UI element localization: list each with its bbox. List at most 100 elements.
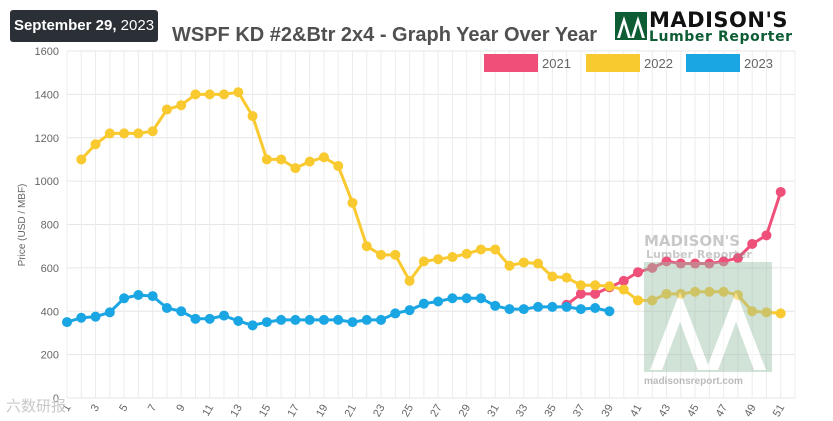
data-point [433,296,444,307]
legend-swatch [484,54,538,72]
data-point [119,128,130,139]
series-group [62,87,786,331]
legend-item-2021[interactable]: 2021 [484,54,571,72]
data-point [647,262,658,273]
x-tick-label: 33 [514,403,531,420]
data-point [575,304,586,315]
watermark-tree-icon [644,262,772,372]
x-tick-label: 43 [657,403,674,420]
data-point [133,289,144,300]
data-point [675,258,686,269]
data-point [775,186,786,197]
logo-brand: MADISON'S [649,8,789,32]
data-point [533,301,544,312]
data-point [661,256,672,267]
data-point [632,295,643,306]
data-point [190,89,201,100]
data-point [361,241,372,252]
data-point [661,288,672,299]
x-tick-label: 23 [371,403,388,420]
data-point [318,152,329,163]
x-tick-label: 17 [285,403,302,420]
data-point [233,316,244,327]
data-point [690,258,701,269]
y-tick-label: 1400 [35,89,59,101]
x-axis-ticks: 1 3 5 7 9 11 13 15 17 19 21 23 25 27 29 31 33 35 37 39 41 43 4… [60,403,787,420]
x-tick-label: 29 [457,403,474,420]
data-point [147,291,158,302]
data-point [219,310,230,321]
y-tick-label: 0 [53,393,59,405]
data-point [418,256,429,267]
data-point [390,249,401,260]
watermark: MADISON'S Lumber Reporter madisonsreport… [640,232,780,392]
data-point [290,314,301,325]
data-point [318,314,329,325]
data-point [376,249,387,260]
data-point [233,87,244,98]
watermark-url: madisonsreport.com [644,376,743,387]
data-point [219,89,230,100]
data-point [290,163,301,174]
data-point [590,280,601,291]
data-point [404,305,415,316]
data-point [361,314,372,325]
y-tick-label: 400 [41,306,59,318]
x-tick-label: 49 [742,403,759,420]
watermark-subtitle: Lumber Reporter [646,248,752,261]
data-point [561,272,572,283]
data-point [204,313,215,324]
legend[interactable]: 2021 2022 2023 [484,54,773,72]
data-point [147,126,158,137]
x-tick-label: 13 [228,403,245,420]
data-point [761,230,772,241]
x-tick-label: 19 [314,403,331,420]
data-point [276,314,287,325]
data-point [518,304,529,315]
data-point [604,306,615,317]
legend-item-2023[interactable]: 2023 [686,54,773,72]
data-point [604,281,615,292]
series-2022 [76,87,786,319]
data-point [304,156,315,167]
legend-swatch [686,54,740,72]
x-tick-label: 1 [60,403,73,414]
x-tick-label: 27 [428,403,445,420]
legend-item-2022[interactable]: 2022 [586,54,673,72]
data-point [504,304,515,315]
data-point [76,154,87,165]
data-point [119,293,130,304]
data-point [347,197,358,208]
data-point [247,320,258,331]
data-point [761,307,772,318]
x-tick-label: 15 [257,403,274,420]
x-tick-label: 35 [542,403,559,420]
data-point [376,314,387,325]
data-point [490,300,501,311]
x-tick-label: 41 [628,403,645,420]
data-point [404,275,415,286]
y-tick-label: 600 [41,263,59,275]
data-point [561,301,572,312]
source-watermark: 六数研报 [6,398,67,415]
x-tick-label: 25 [400,403,417,420]
legend-label: 2021 [542,56,571,71]
x-tick-label: 9 [174,403,187,414]
logo-subtitle: Lumber Reporter [649,29,793,45]
data-point [475,293,486,304]
data-point [347,317,358,328]
y-tick-label: 1000 [35,176,59,188]
y-axis-ticks: 0 200 400 600 800 1000 1200 1400 1600 [35,46,59,405]
data-point [461,248,472,259]
data-point [647,295,658,306]
x-tick-label: 31 [485,403,502,420]
x-tick-label: 45 [685,403,702,420]
data-point [475,244,486,255]
data-point [618,275,629,286]
data-point [447,293,458,304]
series-line-2021 [565,191,783,306]
data-point [90,311,101,322]
data-point [590,302,601,313]
data-point [747,306,758,317]
